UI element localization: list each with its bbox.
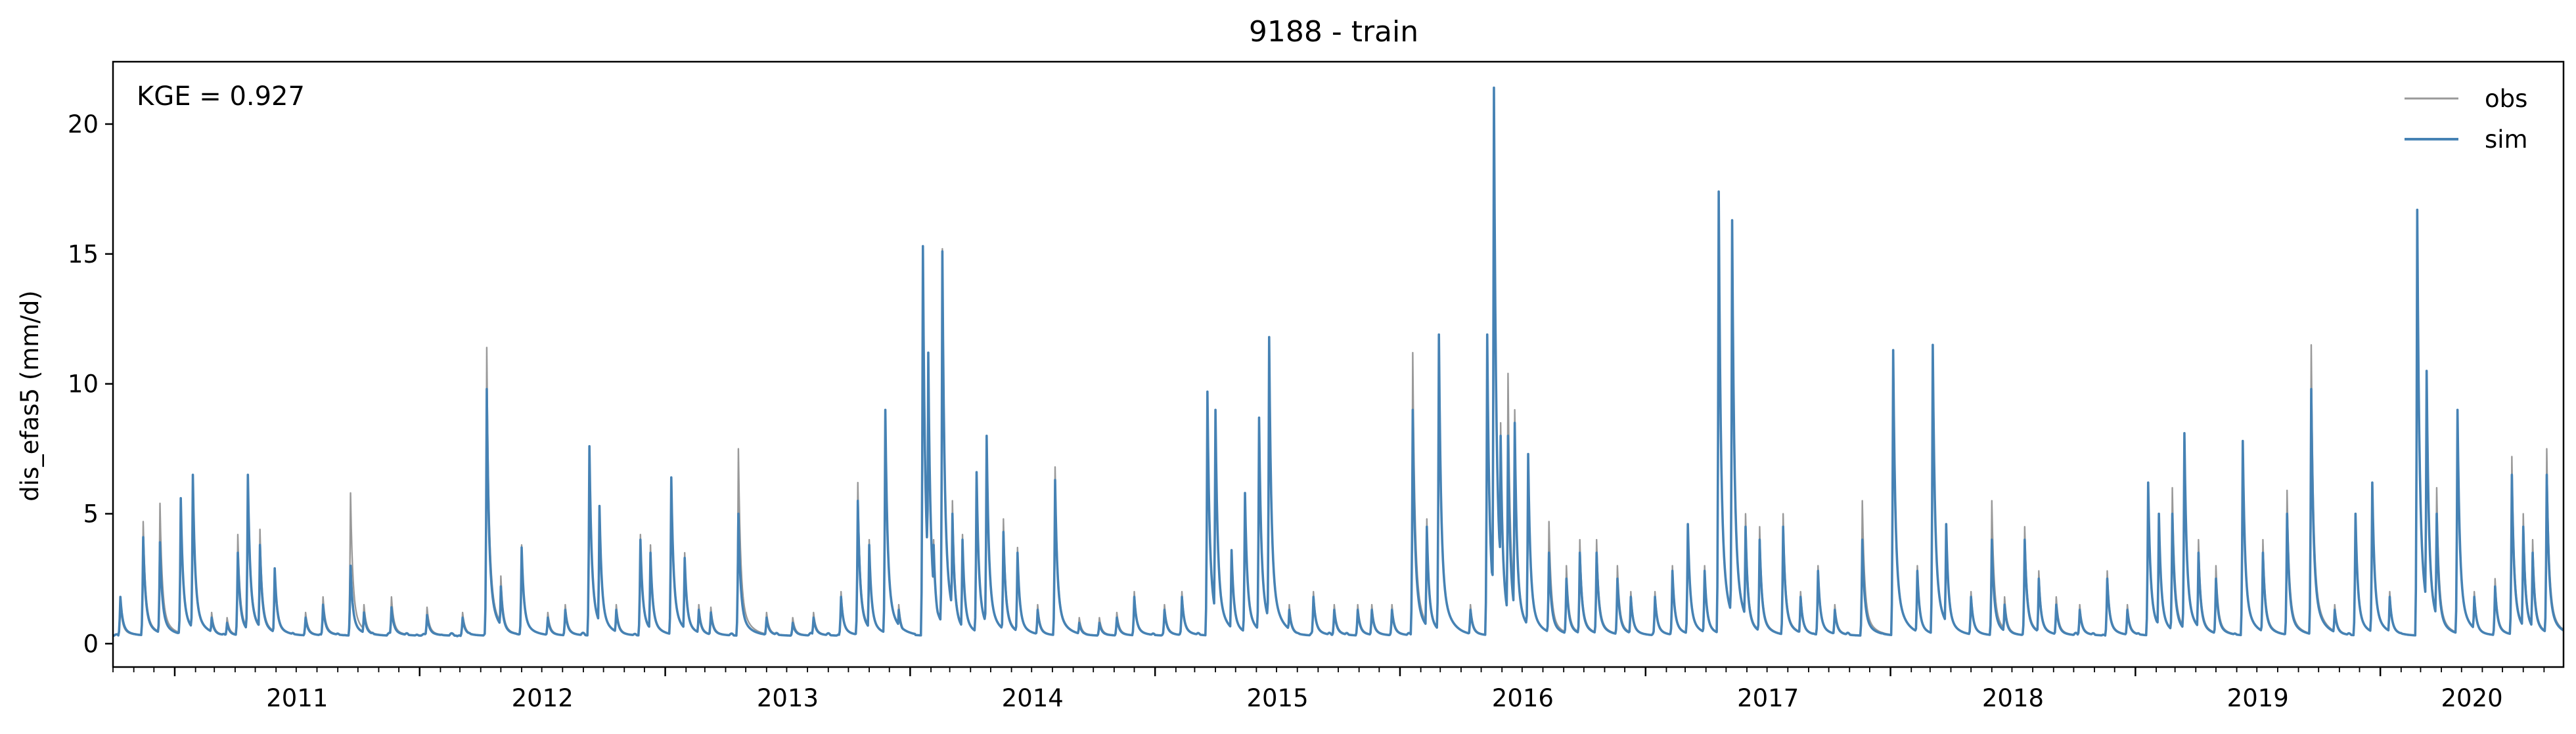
y-tick-label: 20: [68, 110, 99, 139]
series-sim-line: [112, 86, 2564, 637]
y-tick-label: 5: [83, 500, 99, 529]
y-tick-label: 10: [68, 370, 99, 399]
y-axis: 0 5 10 15 20: [68, 110, 113, 658]
y-tick-label: 15: [68, 240, 99, 269]
plot-area-frame: [112, 60, 2565, 668]
series-obs-line: [112, 87, 2564, 637]
x-tick-label: 2017: [1737, 684, 1799, 712]
y-axis-label: dis_efas5 (mm/d): [16, 290, 44, 502]
x-tick-label: 2019: [2227, 684, 2289, 712]
x-tick-label: 2015: [1246, 684, 1308, 712]
legend-obs-label: obs: [2485, 85, 2527, 113]
chart-title: 9188 - train: [1249, 15, 1418, 49]
y-tick-label: 0: [83, 630, 99, 658]
x-tick-label: 2018: [1982, 684, 2044, 712]
x-tick-label: 2020: [2441, 684, 2502, 712]
x-tick-label: 2014: [1002, 684, 1064, 712]
x-tick-label: 2011: [266, 684, 328, 712]
x-tick-label: 2016: [1492, 684, 1554, 712]
series-layer: [112, 86, 2564, 637]
kge-annotation: KGE = 0.927: [137, 81, 305, 112]
x-tick-label: 2013: [757, 684, 819, 712]
x-axis: 2011 2012 2013 2014 2015 2016 2017 2018 2019 2020: [112, 667, 2545, 712]
legend: obs sim: [2405, 85, 2528, 154]
x-tick-label: 2012: [512, 684, 574, 712]
legend-sim-label: sim: [2485, 125, 2528, 154]
